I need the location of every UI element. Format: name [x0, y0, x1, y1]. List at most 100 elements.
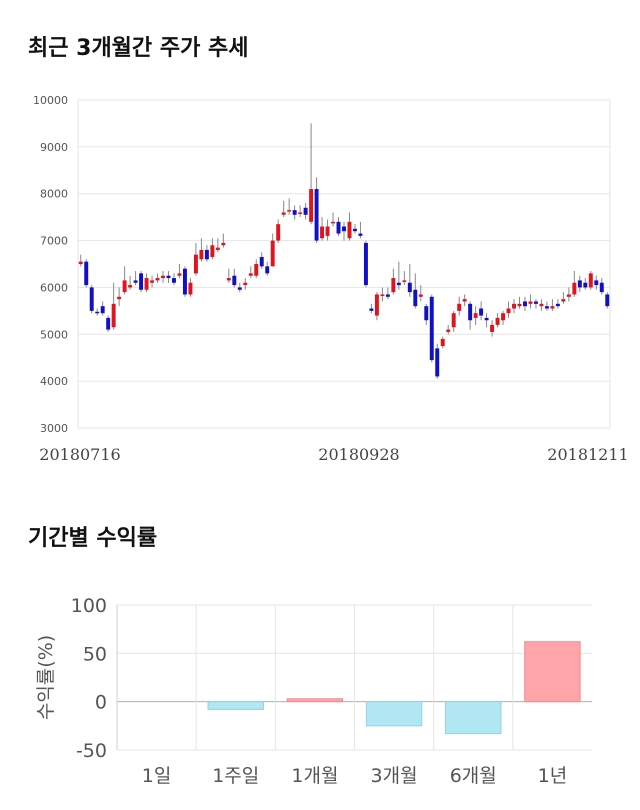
candle-body	[226, 278, 231, 281]
candle-body	[210, 245, 215, 257]
candle-body	[512, 303, 516, 309]
candle-body	[539, 303, 544, 307]
y-tick-label: 50	[83, 643, 107, 665]
candle-body	[561, 299, 566, 302]
candle-body	[462, 299, 467, 302]
candle-body	[161, 275, 165, 279]
candle-body	[528, 301, 533, 304]
candle-body	[155, 278, 160, 281]
candle-body	[133, 280, 138, 283]
candle-body	[177, 273, 182, 276]
x-tick-label: 20180716	[39, 445, 120, 464]
candle-body	[380, 294, 385, 296]
candle-body	[566, 294, 571, 297]
candle-body	[265, 266, 270, 274]
candle-body	[78, 261, 83, 264]
candle-body	[122, 280, 127, 293]
return-bar	[365, 701, 423, 727]
candle-body	[128, 285, 133, 288]
candle-body	[424, 306, 429, 321]
candle-body	[544, 306, 549, 309]
candle-body	[347, 221, 352, 239]
candle-body	[605, 294, 610, 307]
candle-body	[287, 210, 292, 212]
candle-body	[555, 303, 560, 307]
candle-body	[215, 247, 220, 250]
x-tick-label: 20180928	[318, 445, 399, 464]
candle-body	[182, 268, 187, 295]
candle-body	[374, 294, 379, 316]
candle-body	[594, 280, 599, 286]
y-tick-label: 4000	[40, 375, 68, 388]
candle-body	[583, 282, 588, 288]
y-tick-label: 7000	[40, 235, 68, 248]
candle-body	[144, 278, 149, 290]
candle-body	[457, 303, 462, 311]
candle-body	[281, 212, 286, 215]
candle-body	[106, 317, 111, 330]
candle-body	[204, 249, 209, 260]
x-tick-label: 20181211	[547, 445, 628, 464]
price-chart-title: 최근 3개월간 주가 추세	[28, 36, 249, 61]
candle-body	[533, 301, 538, 304]
candle-body	[599, 282, 604, 293]
candle-body	[309, 189, 314, 222]
candle-body	[243, 282, 248, 286]
y-tick-label: 8000	[40, 188, 68, 201]
candle-body	[166, 275, 171, 279]
candle-body	[588, 273, 593, 288]
y-tick-label: -50	[76, 740, 107, 762]
candle-body	[221, 242, 226, 246]
candle-body	[303, 207, 308, 215]
candle-body	[435, 348, 440, 377]
candle-body	[358, 233, 363, 236]
candle-body	[501, 313, 506, 321]
candle-body	[572, 282, 577, 295]
candle-body	[325, 226, 330, 236]
candle-body	[248, 273, 253, 276]
candle-body	[418, 294, 423, 297]
candle-body	[139, 273, 144, 290]
return-bar	[524, 641, 581, 703]
candle-body	[446, 329, 451, 332]
y-tick-label: 9000	[40, 141, 68, 154]
candle-body	[314, 189, 319, 241]
candle-body	[150, 280, 155, 283]
y-tick-label: 5000	[40, 328, 68, 341]
candle-body	[320, 226, 325, 239]
candle-body	[484, 317, 489, 321]
candle-body	[292, 210, 297, 215]
candle-body	[232, 275, 237, 286]
candle-body	[523, 301, 527, 307]
candle-body	[506, 308, 511, 314]
candle-body	[259, 256, 264, 267]
candle-body	[342, 226, 346, 232]
candle-body	[391, 278, 396, 293]
candle-body	[336, 221, 341, 234]
candle-body	[451, 313, 456, 328]
x-tick-label: 1년	[538, 765, 568, 787]
candle-body	[276, 224, 281, 241]
candle-body	[369, 308, 374, 311]
candle-body	[407, 282, 412, 293]
x-tick-label: 1주일	[212, 765, 259, 787]
candle-body	[396, 282, 401, 286]
candle-body	[331, 221, 336, 224]
candle-body	[479, 308, 484, 316]
candle-body	[385, 294, 390, 297]
candle-body	[254, 264, 259, 276]
candle-body	[172, 278, 176, 283]
candle-body	[298, 212, 303, 214]
candle-body	[89, 287, 94, 311]
x-tick-label: 1일	[142, 765, 172, 787]
candle-body	[193, 254, 198, 274]
returns-bar-chart: -50 0 50 100 1일 1주일 1개월 3개월 6개월 1년 수익률(%)	[35, 595, 592, 787]
candle-body	[402, 280, 407, 282]
candle-body	[84, 261, 89, 286]
candle-body	[237, 287, 242, 290]
y-axis-label: 수익률(%)	[35, 635, 57, 720]
y-tick-label: 3000	[40, 422, 68, 435]
candle-body	[413, 289, 418, 307]
y-tick-label: 100	[71, 595, 107, 617]
return-bar	[445, 701, 502, 735]
